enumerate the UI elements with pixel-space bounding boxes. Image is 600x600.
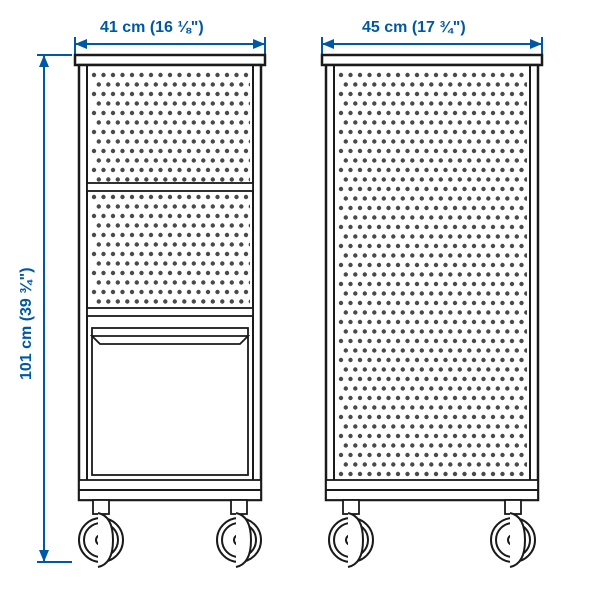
dim-height-arrow [37,55,72,562]
drawing-svg [0,0,600,600]
dimension-diagram: 41 cm (16 ⅛") 45 cm (17 ¾") 101 cm (39 ¾… [0,0,600,600]
dim-depth-arrow [322,37,542,55]
side-wheel-left [329,513,373,567]
dim-width-arrow [75,37,265,55]
front-view [75,55,265,567]
side-view [322,55,542,567]
front-wheel-right [217,513,261,567]
front-wheel-left [79,513,123,567]
side-wheel-right [491,513,535,567]
